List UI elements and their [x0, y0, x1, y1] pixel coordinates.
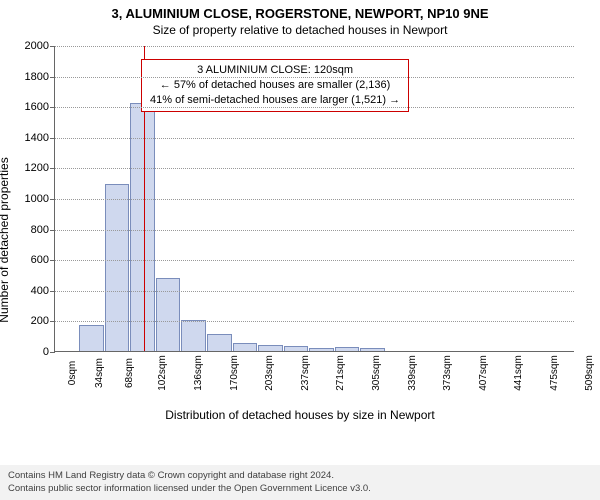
y-tick-mark	[50, 352, 55, 353]
gridline	[55, 168, 574, 169]
chart-area: Number of detached properties 3 ALUMINIU…	[0, 40, 600, 440]
plot-area: 3 ALUMINIUM CLOSE: 120sqm ← 57% of detac…	[54, 46, 574, 352]
gridline	[55, 199, 574, 200]
y-tick-mark	[50, 260, 55, 261]
bar	[156, 278, 181, 351]
bar	[79, 325, 104, 351]
y-tick-mark	[50, 107, 55, 108]
footer: Contains HM Land Registry data © Crown c…	[0, 465, 600, 500]
title-block: 3, ALUMINIUM CLOSE, ROGERSTONE, NEWPORT,…	[0, 0, 600, 37]
bar	[335, 347, 360, 351]
page-title: 3, ALUMINIUM CLOSE, ROGERSTONE, NEWPORT,…	[0, 6, 600, 21]
gridline	[55, 77, 574, 78]
y-axis-label: Number of detached properties	[0, 157, 11, 322]
gridline	[55, 46, 574, 47]
y-tick-mark	[50, 77, 55, 78]
gridline	[55, 321, 574, 322]
annotation-line: 41% of semi-detached houses are larger (…	[150, 93, 400, 108]
gridline	[55, 138, 574, 139]
y-tick-mark	[50, 199, 55, 200]
footer-line: Contains public sector information licen…	[8, 483, 592, 495]
gridline	[55, 230, 574, 231]
y-tick-mark	[50, 168, 55, 169]
gridline	[55, 260, 574, 261]
y-tick-mark	[50, 138, 55, 139]
y-tick-mark	[50, 321, 55, 322]
page-subtitle: Size of property relative to detached ho…	[0, 23, 600, 37]
bar	[130, 103, 155, 351]
footer-line: Contains HM Land Registry data © Crown c…	[8, 470, 592, 482]
bar	[233, 343, 258, 351]
bar	[181, 320, 206, 351]
bar	[207, 334, 232, 351]
y-tick-mark	[50, 230, 55, 231]
gridline	[55, 291, 574, 292]
x-axis-label: Distribution of detached houses by size …	[0, 408, 600, 422]
annotation-box: 3 ALUMINIUM CLOSE: 120sqm ← 57% of detac…	[141, 59, 409, 112]
bar	[309, 348, 334, 351]
y-tick-mark	[50, 46, 55, 47]
bar	[105, 184, 130, 351]
annotation-line: ← 57% of detached houses are smaller (2,…	[150, 78, 400, 93]
y-tick-mark	[50, 291, 55, 292]
gridline	[55, 107, 574, 108]
bar	[258, 345, 283, 351]
bar	[284, 346, 309, 351]
bar	[360, 348, 385, 351]
